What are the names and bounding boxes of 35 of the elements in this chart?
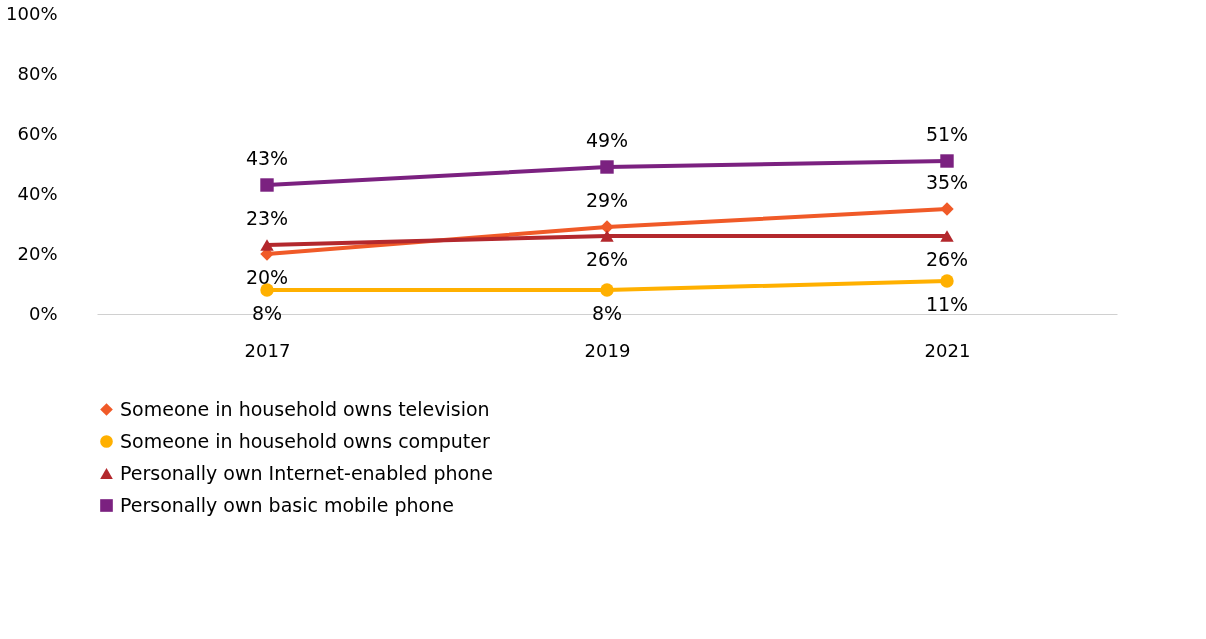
legend-label: Someone in household owns television <box>120 397 490 420</box>
x-tick-label: 2017 <box>244 339 291 361</box>
point <box>940 230 954 242</box>
data-label: 51% <box>925 123 969 145</box>
y-tick-label: 20% <box>17 242 58 264</box>
legend-label: Personally own Internet-enabled phone <box>120 461 493 484</box>
data-label: 43% <box>245 147 289 169</box>
legend-label: Someone in household owns computer <box>120 429 490 452</box>
point <box>940 154 954 168</box>
x-tick-label: 2021 <box>924 339 971 361</box>
point <box>600 230 614 242</box>
data-label: 26% <box>925 248 969 270</box>
y-tick-label: 80% <box>17 62 58 84</box>
y-tick-label: 100% <box>6 2 58 24</box>
data-label: 29% <box>585 189 629 211</box>
y-tick-label: 60% <box>17 122 58 144</box>
data-label: 20% <box>245 266 289 288</box>
data-label: 23% <box>245 207 289 229</box>
x-tick-label: 2019 <box>584 339 631 361</box>
point <box>260 178 274 192</box>
point <box>940 202 954 216</box>
point <box>940 274 954 288</box>
data-label: 49% <box>585 129 629 151</box>
data-label: 8% <box>591 302 623 324</box>
y-tick-label: 0% <box>28 302 58 324</box>
point <box>600 283 614 297</box>
point <box>260 239 274 251</box>
data-label: 8% <box>251 302 283 324</box>
data-label: 35% <box>925 171 969 193</box>
legend-label: Personally own basic mobile phone <box>120 493 454 516</box>
point <box>260 283 274 297</box>
point <box>600 160 614 174</box>
data-label: 11% <box>925 293 969 315</box>
data-label: 26% <box>585 248 629 270</box>
y-tick-label: 40% <box>17 182 58 204</box>
